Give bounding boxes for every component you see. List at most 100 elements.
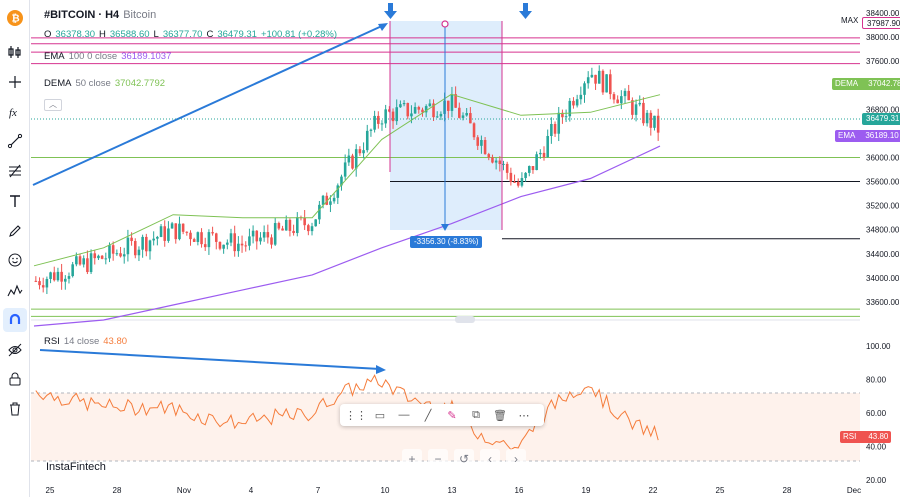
reset-icon[interactable]: ↺ (454, 449, 474, 469)
candle (428, 99, 432, 107)
candle (373, 110, 376, 133)
candle-style-icon[interactable] (3, 40, 27, 64)
collapse-legend-button[interactable]: ︿ (44, 99, 62, 111)
trash-icon[interactable] (3, 397, 27, 421)
candle (270, 234, 273, 249)
candle (612, 91, 616, 104)
rsi-axis[interactable]: 100.00 80.00 60.00 40.00 20.00 (866, 342, 891, 485)
candle (111, 241, 115, 261)
time-tick: Nov (177, 486, 191, 495)
fib-icon[interactable] (3, 159, 27, 183)
bitcoin-logo-icon[interactable]: ₿ (3, 6, 27, 30)
more-icon[interactable]: ⋯ (518, 409, 530, 422)
pane-separator[interactable] (31, 316, 860, 323)
candle (645, 109, 649, 127)
low-value: 36377.70 (162, 29, 203, 40)
candle (498, 156, 502, 172)
candle (476, 135, 480, 151)
candle (248, 228, 251, 251)
candle (145, 233, 148, 257)
candle (590, 67, 594, 79)
ema-badge-label: EMA (838, 131, 856, 140)
candle (435, 111, 439, 118)
candle (469, 107, 472, 124)
emoji-icon[interactable] (3, 248, 27, 272)
dema-legend[interactable]: DEMA 50 close 37042.7792 (44, 78, 165, 89)
candle (152, 231, 155, 246)
time-tick: Dec (847, 486, 861, 495)
candle (535, 151, 538, 171)
scroll-left-icon[interactable]: ‹ (480, 449, 500, 469)
candle (601, 69, 605, 95)
candle (133, 238, 137, 259)
candle (450, 86, 454, 118)
candle (377, 111, 380, 129)
candle (627, 84, 630, 101)
line-tool-icon[interactable]: ╱ (424, 409, 432, 422)
candle (483, 137, 487, 155)
drag-handle-icon[interactable]: ⋮⋮ (345, 409, 367, 422)
fx-icon[interactable]: fx (3, 100, 27, 124)
candle (594, 74, 597, 90)
price-axis[interactable]: 38400.0038000.0037600.0037200.0036800.00… (866, 9, 900, 307)
symbol-legend[interactable]: #BITCOIN · H4 Bitcoin (44, 9, 156, 21)
candle (505, 161, 509, 180)
candle (104, 252, 108, 265)
left-toolbar: ₿ fx (0, 0, 30, 497)
time-tick: 16 (515, 486, 524, 495)
lock-drawings-icon[interactable] (3, 367, 27, 391)
candle (487, 152, 491, 161)
trend-line-icon[interactable] (3, 129, 27, 153)
down-arrow-marker-1[interactable] (384, 3, 397, 19)
candle (192, 237, 196, 242)
rsi-legend[interactable]: RSI 14 close 43.80 (44, 336, 127, 347)
brush-icon[interactable] (3, 219, 27, 243)
candle (244, 241, 248, 252)
magnet-icon[interactable] (3, 308, 27, 332)
clone-icon[interactable]: ⧉ (472, 408, 480, 421)
candle (575, 94, 579, 108)
zoom-in-icon[interactable]: + (402, 449, 422, 469)
time-axis[interactable]: 25 28 Nov 4 7 10 13 16 19 22 25 28 Dec (46, 486, 862, 495)
open-value: 36378.30 (55, 29, 96, 40)
candle (572, 97, 575, 109)
candle (446, 100, 450, 119)
candle (325, 192, 329, 206)
candle (200, 228, 203, 248)
rsi-tick: 60.00 (866, 409, 887, 418)
pattern-icon[interactable] (3, 279, 27, 303)
trend-arrow-price[interactable] (32, 23, 388, 186)
candle (564, 109, 568, 123)
candle (167, 221, 170, 243)
text-icon[interactable] (3, 189, 27, 213)
delete-icon[interactable]: 🗑 (493, 409, 507, 422)
line-style-icon[interactable]: — (398, 409, 410, 421)
candle (332, 193, 336, 204)
candle (163, 220, 167, 247)
down-arrow-marker-2[interactable] (519, 3, 532, 19)
candle (502, 160, 505, 171)
candle (340, 174, 343, 191)
candle (185, 231, 189, 236)
time-tick: 7 (316, 486, 321, 495)
candle (196, 231, 200, 246)
candle (255, 230, 259, 250)
trend-arrow-rsi[interactable] (39, 349, 386, 374)
color-pen-icon[interactable]: ✎ (447, 409, 457, 422)
candle (310, 222, 314, 236)
crosshair-icon[interactable] (3, 70, 27, 94)
candle (229, 228, 233, 247)
hide-drawings-icon[interactable] (3, 338, 27, 362)
template-icon[interactable]: ▭ (374, 409, 386, 422)
candle (472, 122, 476, 140)
ema-legend[interactable]: EMA 100 0 close 36189.1037 (44, 51, 171, 62)
svg-text:₿: ₿ (12, 13, 20, 25)
candle (605, 74, 608, 93)
zoom-out-icon[interactable]: − (428, 449, 448, 469)
candle (568, 97, 572, 122)
scroll-right-icon[interactable]: › (506, 449, 526, 469)
candle (156, 235, 159, 246)
time-tick: 28 (113, 486, 122, 495)
candle (546, 129, 549, 158)
